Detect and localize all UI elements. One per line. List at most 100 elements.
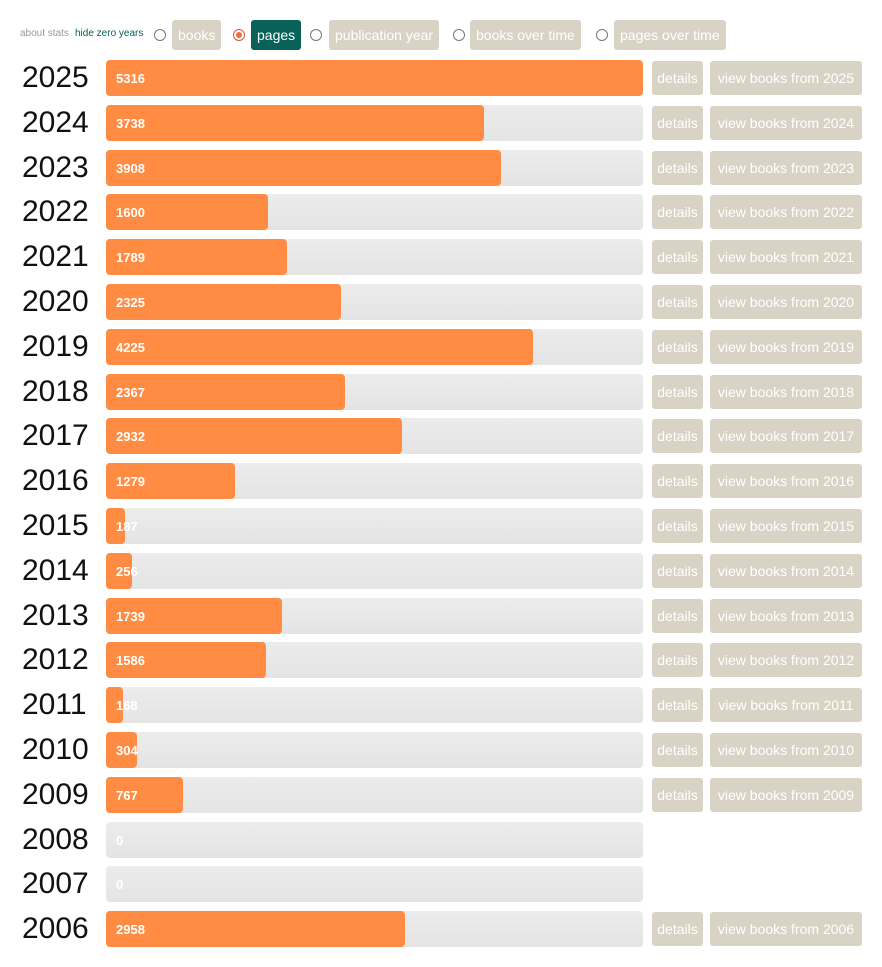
option-button[interactable]: pages bbox=[251, 20, 302, 50]
details-button[interactable]: details bbox=[652, 643, 703, 678]
radio[interactable] bbox=[233, 29, 245, 41]
bar bbox=[106, 687, 123, 724]
bar bbox=[106, 60, 643, 96]
bar-track bbox=[106, 866, 643, 903]
year-label: 2021 bbox=[22, 240, 89, 274]
details-button[interactable]: details bbox=[652, 195, 703, 230]
year-label: 2011 bbox=[22, 688, 87, 722]
option-button[interactable]: books bbox=[172, 20, 222, 50]
year-label: 2025 bbox=[22, 61, 89, 94]
bar-track bbox=[106, 732, 643, 768]
value-label: 2932 bbox=[116, 429, 145, 445]
view-books-button[interactable]: view books from 2019 bbox=[710, 329, 862, 364]
view-books-button[interactable]: view books from 2023 bbox=[710, 150, 862, 185]
radio[interactable] bbox=[453, 29, 465, 41]
year-label: 2013 bbox=[22, 598, 89, 632]
year-label: 2024 bbox=[22, 105, 89, 139]
bar bbox=[106, 732, 137, 768]
view-books-button[interactable]: view books from 2024 bbox=[710, 105, 862, 140]
year-label: 2010 bbox=[22, 733, 89, 766]
year-label: 2006 bbox=[22, 912, 89, 946]
details-button[interactable]: details bbox=[652, 553, 703, 588]
year-label: 2007 bbox=[22, 867, 89, 901]
value-label: 304 bbox=[116, 743, 138, 758]
bar bbox=[106, 463, 236, 500]
view-books-button[interactable]: view books from 2016 bbox=[710, 464, 862, 499]
view-books-button[interactable]: view books from 2012 bbox=[710, 643, 862, 678]
details-button[interactable]: details bbox=[652, 509, 703, 543]
bar bbox=[106, 776, 184, 813]
value-label: 0 bbox=[116, 832, 124, 848]
year-label: 2022 bbox=[22, 195, 89, 229]
year-label: 2015 bbox=[22, 509, 89, 542]
bar bbox=[106, 597, 282, 634]
view-books-button[interactable]: view books from 2006 bbox=[710, 912, 862, 947]
details-button[interactable]: details bbox=[652, 61, 703, 95]
value-label: 256 bbox=[116, 563, 138, 579]
bar-track bbox=[106, 821, 643, 858]
value-label: 4225 bbox=[116, 339, 145, 355]
year-label: 2014 bbox=[22, 553, 89, 587]
bar bbox=[106, 284, 341, 320]
view-books-button[interactable]: view books from 2017 bbox=[710, 419, 862, 454]
details-button[interactable]: details bbox=[652, 374, 703, 409]
bar bbox=[106, 552, 132, 589]
view-books-button[interactable]: view books from 2014 bbox=[710, 553, 862, 588]
year-label: 2017 bbox=[22, 419, 89, 453]
view-books-button[interactable]: view books from 2013 bbox=[710, 598, 862, 633]
year-label: 2016 bbox=[22, 464, 89, 498]
bar-track bbox=[106, 687, 643, 724]
details-button[interactable]: details bbox=[652, 777, 703, 812]
bar bbox=[106, 328, 533, 365]
bar bbox=[106, 373, 346, 410]
view-books-button[interactable]: view books from 2022 bbox=[710, 195, 862, 230]
bar bbox=[106, 104, 484, 141]
details-button[interactable]: details bbox=[652, 419, 703, 454]
view-books-button[interactable]: view books from 2020 bbox=[710, 285, 862, 319]
details-button[interactable]: details bbox=[652, 105, 703, 140]
view-books-button[interactable]: view books from 2025 bbox=[710, 61, 862, 95]
option-button[interactable]: pages over time bbox=[614, 20, 726, 50]
value-label: 767 bbox=[116, 787, 138, 803]
hide-zero-link[interactable]: hide zero years bbox=[75, 28, 144, 39]
bar bbox=[106, 194, 268, 231]
details-button[interactable]: details bbox=[652, 598, 703, 633]
bar bbox=[106, 149, 501, 186]
radio[interactable] bbox=[596, 29, 608, 41]
details-button[interactable]: details bbox=[652, 329, 703, 364]
details-button[interactable]: details bbox=[652, 733, 703, 767]
details-button[interactable]: details bbox=[652, 150, 703, 185]
details-button[interactable]: details bbox=[652, 240, 703, 275]
value-label: 168 bbox=[116, 698, 138, 714]
year-label: 2008 bbox=[22, 822, 89, 856]
year-label: 2020 bbox=[22, 285, 89, 318]
about-link[interactable]: about stats bbox=[20, 28, 69, 39]
details-button[interactable]: details bbox=[652, 688, 703, 723]
value-label: 5316 bbox=[116, 71, 145, 86]
details-button[interactable]: details bbox=[652, 285, 703, 319]
radio[interactable] bbox=[154, 29, 166, 41]
details-button[interactable]: details bbox=[652, 912, 703, 947]
value-label: 2325 bbox=[116, 295, 145, 310]
details-button[interactable]: details bbox=[652, 464, 703, 499]
view-books-button[interactable]: view books from 2010 bbox=[710, 733, 862, 767]
option-button[interactable]: publication year bbox=[329, 20, 440, 50]
view-books-button[interactable]: view books from 2018 bbox=[710, 374, 862, 409]
bar bbox=[106, 642, 267, 679]
view-books-button[interactable]: view books from 2009 bbox=[710, 777, 862, 812]
view-books-button[interactable]: view books from 2015 bbox=[710, 509, 862, 543]
radio[interactable] bbox=[310, 29, 322, 41]
year-label: 2018 bbox=[22, 374, 89, 408]
bar bbox=[106, 418, 403, 455]
value-label: 3738 bbox=[116, 115, 145, 131]
bar-track bbox=[106, 776, 643, 813]
view-books-button[interactable]: view books from 2021 bbox=[710, 240, 862, 275]
option-button[interactable]: books over time bbox=[470, 20, 581, 50]
year-label: 2012 bbox=[22, 643, 89, 677]
value-label: 1789 bbox=[116, 250, 145, 266]
year-label: 2023 bbox=[22, 150, 89, 184]
value-label: 1600 bbox=[116, 205, 145, 221]
year-label: 2019 bbox=[22, 329, 89, 363]
view-books-button[interactable]: view books from 2011 bbox=[710, 688, 862, 723]
